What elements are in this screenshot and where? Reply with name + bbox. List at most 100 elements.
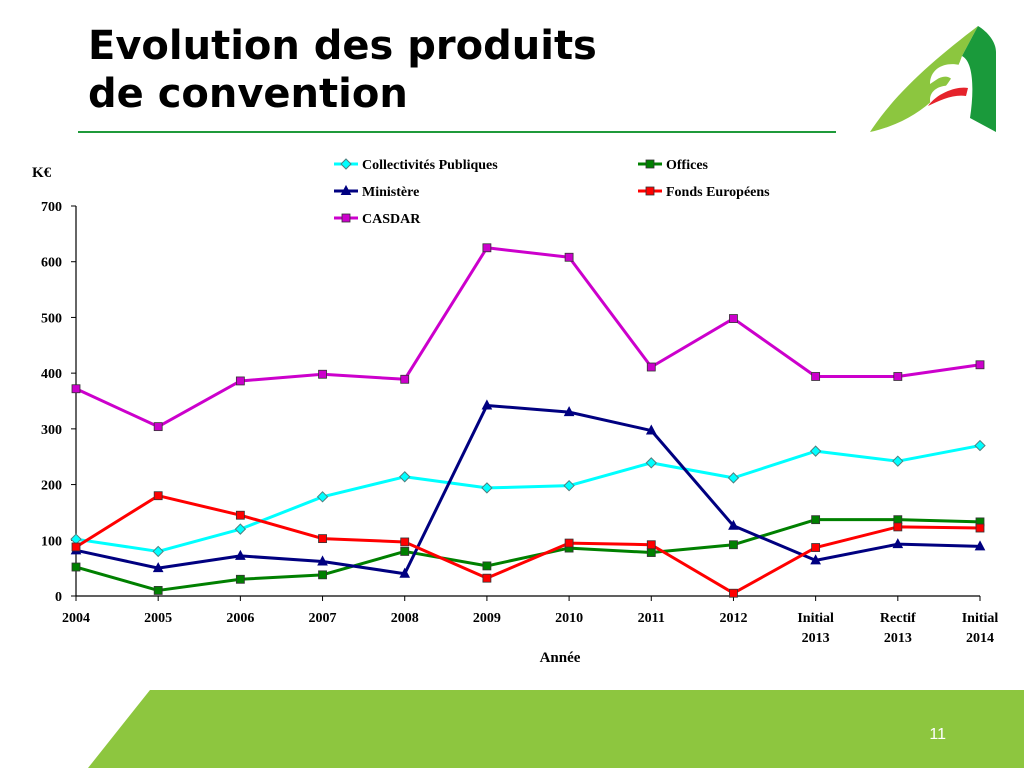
y-tick-label: 100 bbox=[41, 534, 62, 549]
x-tick-label: 2007 bbox=[309, 611, 337, 626]
data-point bbox=[316, 491, 329, 503]
x-tick-label: 2008 bbox=[391, 611, 419, 626]
y-tick-label: 500 bbox=[41, 311, 62, 326]
y-tick-label: 600 bbox=[41, 256, 62, 271]
data-point bbox=[563, 406, 575, 417]
data-point bbox=[893, 515, 903, 525]
data-point bbox=[564, 538, 574, 548]
series-line bbox=[75, 518, 981, 592]
logo bbox=[870, 26, 996, 132]
legend-swatch-marker bbox=[340, 158, 352, 170]
legend-item: Offices bbox=[638, 158, 709, 173]
data-point bbox=[892, 455, 904, 467]
y-tick-label: 400 bbox=[41, 367, 62, 382]
data-point bbox=[318, 570, 327, 580]
chart: K€ Année 0 100 200 300 400 500 600 700 2004 2005… bbox=[32, 158, 999, 666]
y-tick-label: 700 bbox=[41, 200, 62, 215]
data-point bbox=[234, 523, 247, 535]
slide-title-line-2: de convention bbox=[88, 71, 408, 117]
data-point bbox=[235, 376, 245, 386]
data-point bbox=[153, 422, 163, 432]
data-point bbox=[729, 540, 738, 550]
legend-label: CASDAR bbox=[362, 212, 421, 227]
series-layer bbox=[70, 243, 986, 598]
series-line bbox=[75, 403, 981, 576]
series-line bbox=[75, 494, 981, 595]
series-2 bbox=[70, 399, 986, 578]
data-point bbox=[811, 543, 821, 552]
page-number: 11 bbox=[929, 726, 946, 743]
legend-label: Offices bbox=[666, 158, 709, 173]
data-point bbox=[975, 360, 985, 370]
legend-item: Collectivités Publiques bbox=[334, 158, 498, 173]
series-line bbox=[75, 246, 981, 429]
data-point bbox=[482, 243, 492, 253]
x-tick-label: Initial 2014 bbox=[962, 611, 999, 646]
data-point bbox=[893, 522, 903, 532]
legend-label: Ministère bbox=[362, 185, 419, 200]
data-point bbox=[400, 537, 410, 547]
data-point bbox=[975, 523, 985, 533]
data-point bbox=[892, 538, 904, 549]
data-point bbox=[400, 374, 410, 384]
legend-swatch-marker bbox=[645, 186, 655, 196]
x-axis-label: Année bbox=[540, 650, 581, 666]
data-point bbox=[318, 369, 327, 379]
series-3 bbox=[71, 491, 985, 598]
legend-item: Fonds Européens bbox=[638, 185, 770, 200]
logo-leaf-dark bbox=[962, 26, 996, 132]
data-point bbox=[152, 545, 164, 558]
y-tick-label: 0 bbox=[55, 590, 62, 605]
title-underline bbox=[78, 131, 836, 133]
data-point bbox=[71, 542, 81, 552]
data-point bbox=[481, 399, 493, 410]
data-point bbox=[481, 482, 493, 494]
data-point bbox=[809, 445, 822, 457]
footer-band bbox=[88, 690, 1024, 768]
data-point bbox=[646, 362, 656, 372]
data-point bbox=[235, 510, 245, 520]
data-point bbox=[727, 472, 740, 484]
data-point bbox=[645, 457, 657, 469]
data-point bbox=[645, 424, 657, 435]
data-point bbox=[646, 540, 656, 550]
data-point bbox=[728, 519, 739, 530]
data-point bbox=[893, 372, 903, 381]
logo-letter-a bbox=[930, 64, 966, 114]
legend-item: Ministère bbox=[334, 184, 419, 200]
data-point bbox=[974, 540, 986, 551]
data-point bbox=[71, 384, 81, 394]
data-point bbox=[810, 554, 821, 565]
data-point bbox=[482, 573, 492, 583]
legend-item: CASDAR bbox=[334, 212, 421, 227]
data-point bbox=[153, 586, 163, 595]
y-tick-label: 300 bbox=[41, 423, 62, 438]
x-tick-label: 2010 bbox=[555, 611, 583, 626]
data-point bbox=[400, 547, 410, 556]
slide-title: Evolution des produits de convention bbox=[88, 22, 597, 118]
data-point bbox=[399, 471, 411, 483]
data-point bbox=[482, 561, 492, 571]
legend-swatch-marker bbox=[341, 213, 351, 223]
data-point bbox=[729, 314, 738, 323]
data-point bbox=[811, 372, 821, 381]
legend: Collectivités Publiques Offices Ministère F… bbox=[334, 158, 770, 227]
data-point bbox=[235, 549, 246, 560]
logo-leaf-light bbox=[870, 26, 978, 132]
series-1 bbox=[71, 515, 985, 595]
data-point bbox=[152, 562, 164, 573]
legend-label: Collectivités Publiques bbox=[362, 158, 498, 173]
series-0 bbox=[70, 439, 986, 558]
legend-swatch-marker bbox=[645, 159, 655, 169]
series-line bbox=[75, 444, 981, 553]
logo-red-swoosh bbox=[928, 87, 968, 106]
y-axis-ticks: 0 100 200 300 400 500 600 700 bbox=[41, 200, 76, 605]
data-point bbox=[974, 439, 986, 452]
x-tick-label: 2005 bbox=[144, 611, 172, 626]
x-tick-label: Rectif 2013 bbox=[880, 611, 916, 646]
x-tick-label: 2006 bbox=[226, 611, 254, 626]
data-point bbox=[317, 555, 328, 566]
x-tick-label: 2004 bbox=[62, 611, 90, 626]
data-point bbox=[399, 567, 411, 578]
x-tick-label: 2012 bbox=[719, 611, 747, 626]
